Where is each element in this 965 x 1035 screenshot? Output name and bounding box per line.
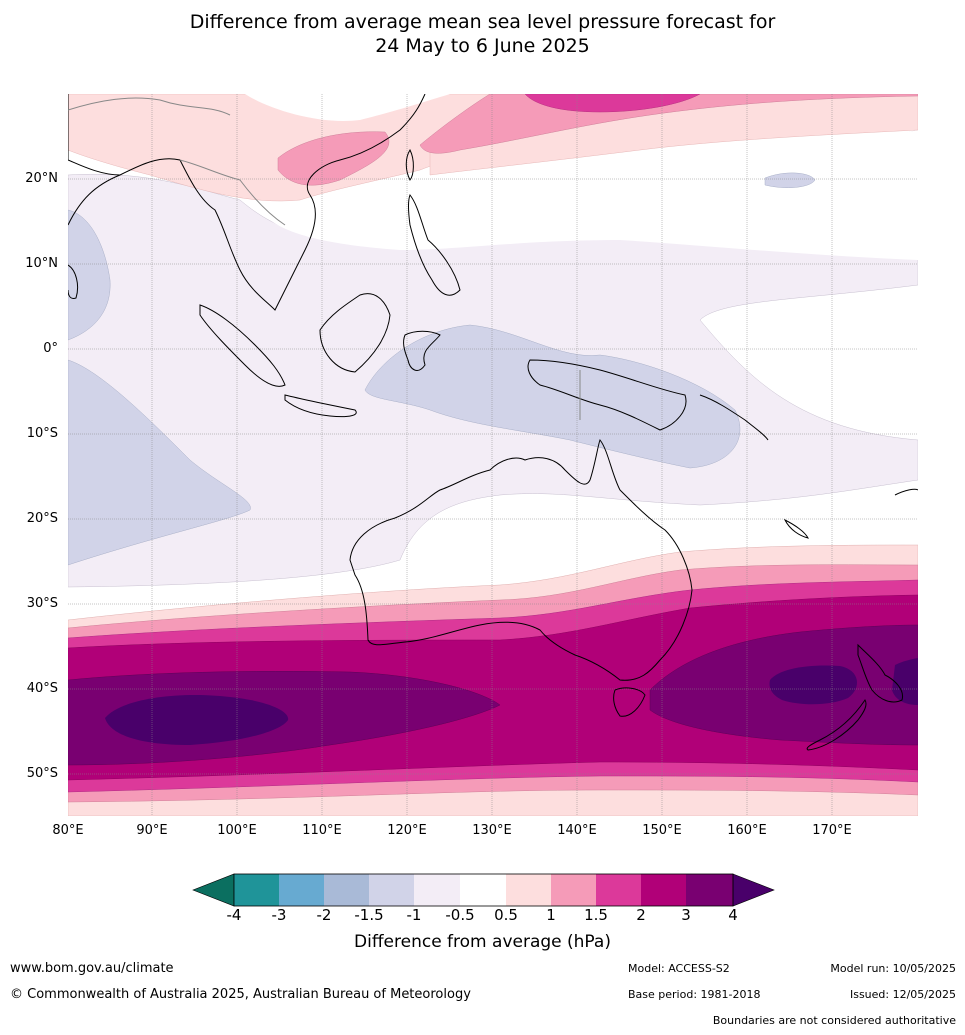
lat-label-10s: 10°S (26, 426, 58, 441)
field-plus-4-east (892, 658, 918, 705)
footer-disclaimer: Boundaries are not considered authoritat… (712, 1014, 956, 1027)
field-minus-1-maritime (364, 324, 741, 469)
field-minus-1-west (68, 209, 111, 341)
colorbar-tick-4: -1 (406, 906, 422, 924)
colorbar-upper-extension (732, 873, 775, 907)
field-plus-4-tasman (769, 665, 858, 705)
footer-model-run: Model run: 10/05/2025 (830, 962, 956, 975)
coast-fiji (894, 488, 918, 496)
colorbar-lower-extension (192, 873, 235, 907)
coast-borneo (319, 293, 391, 373)
coast-taiwan (405, 148, 414, 181)
lon-label-110e: 110°E (302, 823, 342, 838)
colorbar-segment-5 (460, 874, 506, 906)
coast-new-zealand-north (857, 643, 904, 703)
field-plus-4-indian-ocean (105, 694, 289, 745)
footer-copyright: © Commonwealth of Australia 2025, Austra… (10, 987, 471, 1002)
graticule (68, 94, 918, 816)
colorbar-tick-0: -4 (226, 906, 242, 924)
colorbar-tick-6: 0.5 (494, 906, 518, 924)
colorbar-segment-6 (506, 874, 551, 906)
colorbar-tick-10: 3 (681, 906, 691, 924)
coastlines (68, 94, 918, 751)
field-plus-1.5-north (524, 94, 701, 113)
contour-fields (68, 94, 918, 816)
colorbar-segment-4 (414, 874, 460, 906)
lon-label-140e: 140°E (557, 823, 597, 838)
colorbar-tick-3: -1.5 (354, 906, 384, 924)
lon-label-100e: 100°E (217, 823, 257, 838)
field-plus-1-north-east (419, 94, 918, 154)
title-line-2: 24 May to 6 June 2025 (375, 35, 590, 57)
lat-label-20s: 20°S (26, 511, 58, 526)
coast-philippines (408, 194, 461, 296)
coast-asia-mainland (68, 94, 426, 311)
colorbar-tick-8: 1.5 (584, 906, 608, 924)
title-line-1: Difference from average mean sea level p… (189, 11, 776, 33)
coast-sumatra (199, 304, 286, 387)
coast-india (68, 94, 121, 176)
field-minus-1-indian-ocean (68, 359, 251, 566)
coast-sri-lanka (68, 264, 79, 299)
lat-label-50s: 50°S (26, 766, 58, 781)
colorbar-tick-2: -2 (316, 906, 332, 924)
colorbar-tick-1: -3 (271, 906, 287, 924)
colorbar-tick-9: 2 (636, 906, 646, 924)
lat-label-40s: 40°S (26, 681, 58, 696)
lon-label-170e: 170°E (812, 823, 852, 838)
colorbar-tick-11: 4 (728, 906, 738, 924)
colorbar-segment-8 (596, 874, 641, 906)
lat-label-0: 0° (43, 341, 58, 356)
colorbar-title: Difference from average (hPa) (354, 932, 611, 952)
coast-new-guinea (527, 359, 687, 431)
lon-label-80e: 80°E (52, 823, 84, 838)
colorbar (192, 873, 775, 907)
colorbar-segment-10 (686, 874, 733, 906)
lat-label-20n: 20°N (25, 171, 58, 186)
coast-australia (349, 439, 693, 681)
colorbar-tick-7: 1 (546, 906, 556, 924)
colorbar-segment-3 (369, 874, 414, 906)
country-borders (68, 97, 581, 420)
coast-new-caledonia (783, 518, 809, 539)
lat-label-10n: 10°N (25, 256, 58, 271)
colorbar-tick-5: -0.5 (445, 906, 475, 924)
lon-label-150e: 150°E (642, 823, 682, 838)
footer-model: Model: ACCESS-S2 (628, 962, 730, 975)
colorbar-segment-0 (234, 874, 279, 906)
field-neutral-north (270, 130, 918, 260)
coast-java (284, 394, 357, 418)
colorbar-segment-9 (641, 874, 686, 906)
footer-issued: Issued: 12/05/2025 (849, 988, 956, 1001)
colorbar-segment-1 (279, 874, 324, 906)
footer-website: www.bom.gov.au/climate (10, 961, 174, 976)
coast-solomon-islands (699, 394, 769, 441)
field-minus-1-pacific (764, 172, 816, 188)
footer-base-period: Base period: 1981-2018 (628, 988, 761, 1001)
lon-label-120e: 120°E (387, 823, 427, 838)
lat-label-30s: 30°S (26, 596, 58, 611)
field-plus-1-north (277, 131, 390, 186)
field-neutral-north-pocket (245, 94, 450, 121)
lon-label-160e: 160°E (727, 823, 767, 838)
coast-new-zealand-south (806, 699, 867, 751)
lon-label-90e: 90°E (136, 823, 168, 838)
colorbar-segment-7 (551, 874, 596, 906)
map-title: Difference from average mean sea level p… (0, 10, 965, 58)
coast-sulawesi (403, 330, 441, 371)
colorbar-segment-2 (324, 874, 369, 906)
lon-label-130e: 130°E (472, 823, 512, 838)
coast-tasmania (613, 687, 646, 717)
